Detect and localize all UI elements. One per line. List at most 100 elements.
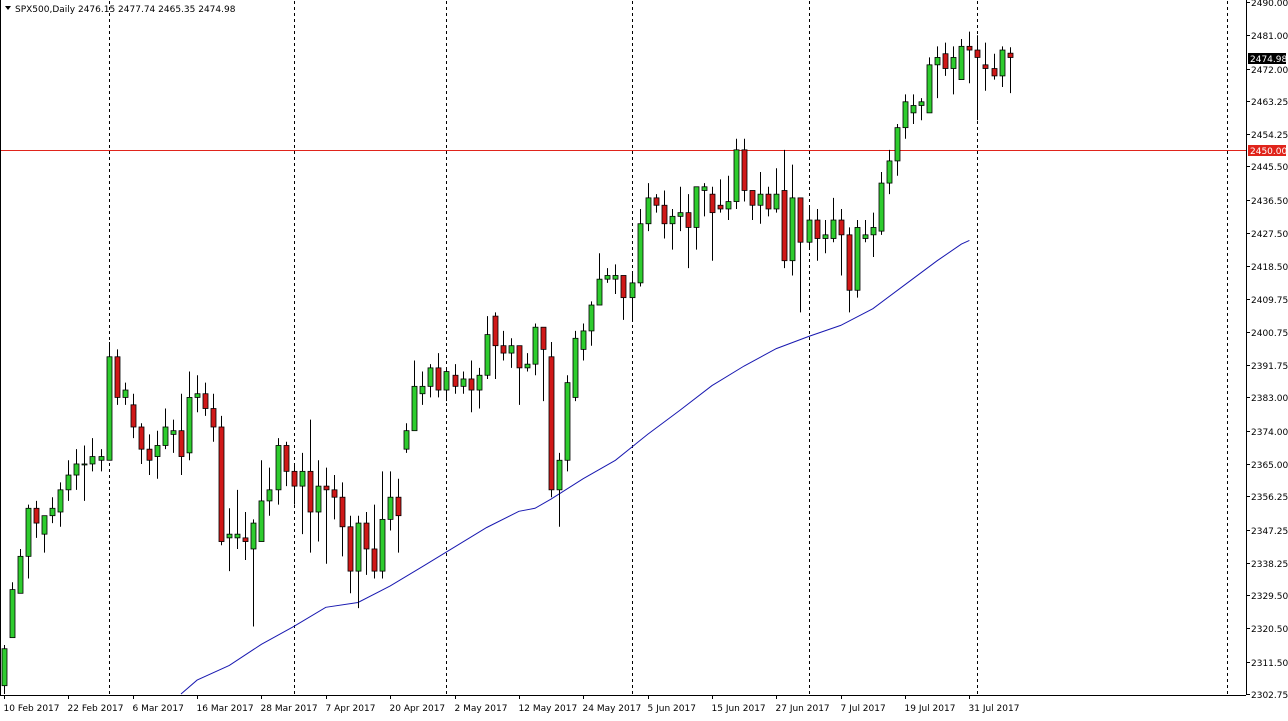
candle-body <box>258 500 265 542</box>
candle-body <box>291 470 298 487</box>
candle <box>9 582 16 639</box>
candle <box>878 171 885 235</box>
candle-body <box>838 219 845 236</box>
candle-body <box>323 485 330 491</box>
time-tick-label: 24 May 2017 <box>583 704 642 714</box>
candle <box>757 171 764 224</box>
candle-body <box>629 282 636 299</box>
candle <box>98 449 105 472</box>
symbol-dropdown-icon[interactable] <box>5 6 11 10</box>
candle <box>468 360 475 413</box>
candle <box>991 53 998 80</box>
candle-body <box>934 57 941 66</box>
time-tick-label: 15 Jun 2017 <box>712 704 766 714</box>
candle <box>564 375 571 472</box>
chart-header-text: SPX500,Daily 2476.15 2477.74 2465.35 247… <box>15 5 236 15</box>
candle <box>419 371 426 405</box>
price-tick-label: 2302.75 <box>1251 691 1288 701</box>
candle-body <box>226 533 233 539</box>
candle-body <box>492 315 499 347</box>
candle <box>999 46 1006 87</box>
candle <box>556 452 563 527</box>
candle-body <box>797 197 804 243</box>
candle-body <box>612 275 619 280</box>
candle <box>363 511 370 575</box>
candle <box>81 445 88 501</box>
candle-body <box>49 507 56 517</box>
candle-body <box>870 227 877 236</box>
candle <box>572 330 579 402</box>
candle <box>894 123 901 176</box>
candle-body <box>564 382 571 461</box>
candle-body <box>315 485 322 513</box>
candle <box>331 475 338 520</box>
candle <box>355 515 362 609</box>
candle-body <box>41 515 48 535</box>
candle-body <box>411 385 418 432</box>
candle <box>403 423 410 453</box>
candle-body <box>854 227 861 291</box>
time-tick-label: 6 Mar 2017 <box>133 704 184 714</box>
price-tick-label: 2427.50 <box>1251 230 1288 240</box>
candle-body <box>548 356 555 491</box>
time-tick-label: 20 Apr 2017 <box>390 704 446 714</box>
candle-body <box>524 363 531 369</box>
candle-body <box>661 204 668 225</box>
candle-body <box>89 456 96 465</box>
candle <box>918 98 925 121</box>
candle-body <box>918 101 925 106</box>
candle-body <box>709 193 716 214</box>
candle <box>65 460 72 501</box>
candle <box>476 367 483 409</box>
candle <box>524 353 531 372</box>
candle <box>765 186 772 217</box>
candle-body <box>508 345 515 354</box>
candle-body <box>178 430 185 457</box>
candle <box>299 452 306 535</box>
candle <box>49 497 56 524</box>
candle <box>114 349 121 405</box>
candle-body <box>443 371 450 391</box>
candle-body <box>25 507 32 557</box>
candle-body <box>991 68 998 77</box>
candle-body <box>588 304 595 332</box>
candle-body <box>846 234 853 291</box>
candle <box>685 194 692 269</box>
price-scale: 2490.00 2481.00 2472.00 2463.25 2454.25 2445.… <box>1246 0 1288 701</box>
candle-body <box>460 378 467 387</box>
candle <box>218 415 225 546</box>
candle-body <box>387 496 394 520</box>
candle <box>548 341 555 498</box>
candle-body <box>516 345 523 369</box>
time-tick-label: 31 Jul 2017 <box>969 704 1020 714</box>
candle <box>275 438 282 505</box>
level-price-label: 2450.00 <box>1250 147 1287 157</box>
candle <box>637 208 644 287</box>
candle-body <box>717 204 724 210</box>
level-price-box <box>1248 145 1286 156</box>
price-tick-label: 2365.00 <box>1251 461 1288 471</box>
candle <box>886 149 893 195</box>
moving-average-line <box>180 239 970 695</box>
candle <box>814 208 821 261</box>
candle-body <box>500 345 507 354</box>
candle-body <box>81 463 88 466</box>
candle-body <box>572 337 579 398</box>
candle <box>540 326 547 402</box>
candle-body <box>122 389 129 398</box>
candle <box>387 471 394 531</box>
candle-body <box>645 197 652 225</box>
candle-body <box>363 522 370 550</box>
candle-body <box>540 326 547 350</box>
candle <box>266 467 273 516</box>
candle <box>395 478 402 553</box>
candle-body <box>355 522 362 572</box>
candle <box>307 419 314 553</box>
candle-body <box>669 215 676 225</box>
candle-body <box>982 64 989 69</box>
candle <box>693 186 700 250</box>
candle-body <box>162 426 169 446</box>
candle-body <box>733 149 740 202</box>
